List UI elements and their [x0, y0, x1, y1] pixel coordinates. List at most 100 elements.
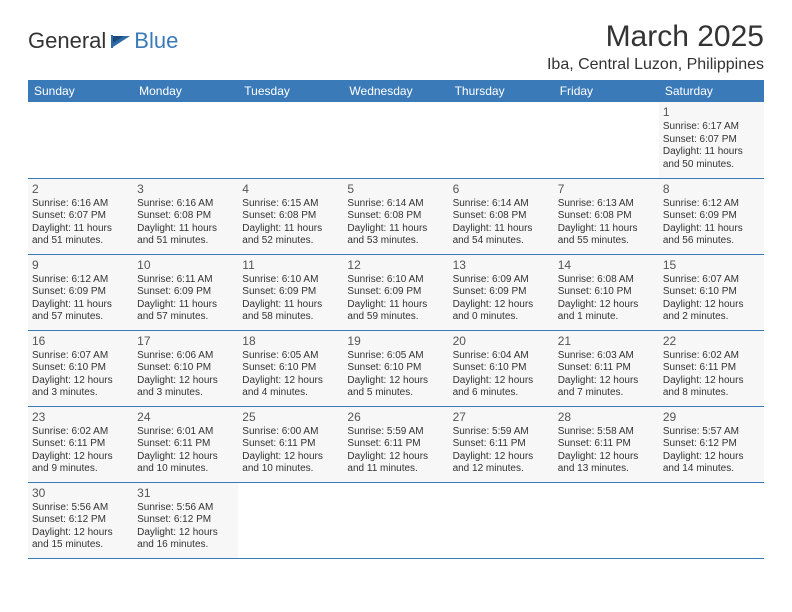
daylight-text: and 13 minutes. — [558, 463, 655, 476]
day-number: 18 — [242, 334, 339, 349]
day-number: 2 — [32, 182, 129, 197]
weekday-header: Friday — [554, 80, 659, 102]
daylight-text: Daylight: 12 hours — [558, 375, 655, 388]
day-number: 5 — [347, 182, 444, 197]
daylight-text: and 1 minute. — [558, 311, 655, 324]
daylight-text: and 10 minutes. — [137, 463, 234, 476]
calendar-week-row: 16Sunrise: 6:07 AMSunset: 6:10 PMDayligh… — [28, 330, 764, 406]
daylight-text: and 0 minutes. — [453, 311, 550, 324]
sunset-text: Sunset: 6:08 PM — [347, 210, 444, 223]
day-number: 10 — [137, 258, 234, 273]
sunset-text: Sunset: 6:08 PM — [242, 210, 339, 223]
logo-flag-icon — [110, 33, 132, 49]
sunrise-text: Sunrise: 6:05 AM — [347, 350, 444, 363]
daylight-text: and 51 minutes. — [32, 235, 129, 248]
sunrise-text: Sunrise: 6:13 AM — [558, 198, 655, 211]
sunset-text: Sunset: 6:09 PM — [347, 286, 444, 299]
daylight-text: Daylight: 12 hours — [663, 451, 760, 464]
logo-text-general: General — [28, 28, 106, 54]
sunrise-text: Sunrise: 6:02 AM — [663, 350, 760, 363]
daylight-text: and 53 minutes. — [347, 235, 444, 248]
daylight-text: Daylight: 12 hours — [137, 451, 234, 464]
daylight-text: and 10 minutes. — [242, 463, 339, 476]
sunset-text: Sunset: 6:10 PM — [137, 362, 234, 375]
weekday-header-row: Sunday Monday Tuesday Wednesday Thursday… — [28, 80, 764, 102]
calendar-day-cell: 14Sunrise: 6:08 AMSunset: 6:10 PMDayligh… — [554, 254, 659, 330]
sunset-text: Sunset: 6:08 PM — [137, 210, 234, 223]
sunset-text: Sunset: 6:08 PM — [558, 210, 655, 223]
daylight-text: Daylight: 12 hours — [558, 451, 655, 464]
daylight-text: and 16 minutes. — [137, 539, 234, 552]
calendar-week-row: 2Sunrise: 6:16 AMSunset: 6:07 PMDaylight… — [28, 178, 764, 254]
calendar-day-cell: 18Sunrise: 6:05 AMSunset: 6:10 PMDayligh… — [238, 330, 343, 406]
calendar-day-cell: 2Sunrise: 6:16 AMSunset: 6:07 PMDaylight… — [28, 178, 133, 254]
sunset-text: Sunset: 6:10 PM — [453, 362, 550, 375]
daylight-text: Daylight: 11 hours — [663, 146, 760, 159]
calendar-day-cell: 26Sunrise: 5:59 AMSunset: 6:11 PMDayligh… — [343, 406, 448, 482]
calendar-day-cell: 21Sunrise: 6:03 AMSunset: 6:11 PMDayligh… — [554, 330, 659, 406]
weekday-header: Tuesday — [238, 80, 343, 102]
daylight-text: and 7 minutes. — [558, 387, 655, 400]
daylight-text: and 54 minutes. — [453, 235, 550, 248]
calendar-day-cell: 28Sunrise: 5:58 AMSunset: 6:11 PMDayligh… — [554, 406, 659, 482]
calendar-day-cell: 27Sunrise: 5:59 AMSunset: 6:11 PMDayligh… — [449, 406, 554, 482]
sunrise-text: Sunrise: 6:08 AM — [558, 274, 655, 287]
sunrise-text: Sunrise: 6:00 AM — [242, 426, 339, 439]
daylight-text: Daylight: 12 hours — [32, 375, 129, 388]
sunrise-text: Sunrise: 6:17 AM — [663, 121, 760, 134]
daylight-text: Daylight: 12 hours — [32, 451, 129, 464]
weekday-header: Thursday — [449, 80, 554, 102]
calendar-day-cell: 23Sunrise: 6:02 AMSunset: 6:11 PMDayligh… — [28, 406, 133, 482]
calendar-day-cell: 31Sunrise: 5:56 AMSunset: 6:12 PMDayligh… — [133, 482, 238, 558]
calendar-day-cell: 8Sunrise: 6:12 AMSunset: 6:09 PMDaylight… — [659, 178, 764, 254]
calendar-day-cell: 29Sunrise: 5:57 AMSunset: 6:12 PMDayligh… — [659, 406, 764, 482]
day-number: 30 — [32, 486, 129, 501]
weekday-header: Monday — [133, 80, 238, 102]
calendar-day-cell: 1Sunrise: 6:17 AMSunset: 6:07 PMDaylight… — [659, 102, 764, 178]
sunrise-text: Sunrise: 5:57 AM — [663, 426, 760, 439]
sunrise-text: Sunrise: 6:03 AM — [558, 350, 655, 363]
calendar-day-cell: 17Sunrise: 6:06 AMSunset: 6:10 PMDayligh… — [133, 330, 238, 406]
daylight-text: and 55 minutes. — [558, 235, 655, 248]
calendar-week-row: 1Sunrise: 6:17 AMSunset: 6:07 PMDaylight… — [28, 102, 764, 178]
calendar-day-cell: 16Sunrise: 6:07 AMSunset: 6:10 PMDayligh… — [28, 330, 133, 406]
sunset-text: Sunset: 6:10 PM — [558, 286, 655, 299]
daylight-text: Daylight: 11 hours — [242, 299, 339, 312]
daylight-text: and 9 minutes. — [32, 463, 129, 476]
day-number: 25 — [242, 410, 339, 425]
day-number: 21 — [558, 334, 655, 349]
calendar-day-cell — [133, 102, 238, 178]
daylight-text: Daylight: 11 hours — [32, 299, 129, 312]
sunset-text: Sunset: 6:09 PM — [137, 286, 234, 299]
daylight-text: Daylight: 11 hours — [663, 223, 760, 236]
daylight-text: Daylight: 11 hours — [32, 223, 129, 236]
calendar-week-row: 9Sunrise: 6:12 AMSunset: 6:09 PMDaylight… — [28, 254, 764, 330]
daylight-text: Daylight: 11 hours — [558, 223, 655, 236]
calendar-day-cell: 5Sunrise: 6:14 AMSunset: 6:08 PMDaylight… — [343, 178, 448, 254]
day-number: 11 — [242, 258, 339, 273]
sunrise-text: Sunrise: 6:05 AM — [242, 350, 339, 363]
sunset-text: Sunset: 6:11 PM — [558, 362, 655, 375]
daylight-text: and 58 minutes. — [242, 311, 339, 324]
sunrise-text: Sunrise: 6:01 AM — [137, 426, 234, 439]
daylight-text: and 11 minutes. — [347, 463, 444, 476]
day-number: 19 — [347, 334, 444, 349]
daylight-text: and 2 minutes. — [663, 311, 760, 324]
day-number: 22 — [663, 334, 760, 349]
weekday-header: Saturday — [659, 80, 764, 102]
calendar-day-cell: 4Sunrise: 6:15 AMSunset: 6:08 PMDaylight… — [238, 178, 343, 254]
sunset-text: Sunset: 6:07 PM — [32, 210, 129, 223]
daylight-text: Daylight: 12 hours — [347, 451, 444, 464]
day-number: 26 — [347, 410, 444, 425]
calendar-day-cell: 24Sunrise: 6:01 AMSunset: 6:11 PMDayligh… — [133, 406, 238, 482]
daylight-text: Daylight: 11 hours — [453, 223, 550, 236]
day-number: 14 — [558, 258, 655, 273]
logo: General Blue — [28, 28, 178, 54]
sunrise-text: Sunrise: 6:07 AM — [663, 274, 760, 287]
calendar-day-cell: 20Sunrise: 6:04 AMSunset: 6:10 PMDayligh… — [449, 330, 554, 406]
sunset-text: Sunset: 6:11 PM — [32, 438, 129, 451]
calendar-day-cell: 10Sunrise: 6:11 AMSunset: 6:09 PMDayligh… — [133, 254, 238, 330]
day-number: 23 — [32, 410, 129, 425]
sunset-text: Sunset: 6:10 PM — [347, 362, 444, 375]
daylight-text: and 57 minutes. — [32, 311, 129, 324]
